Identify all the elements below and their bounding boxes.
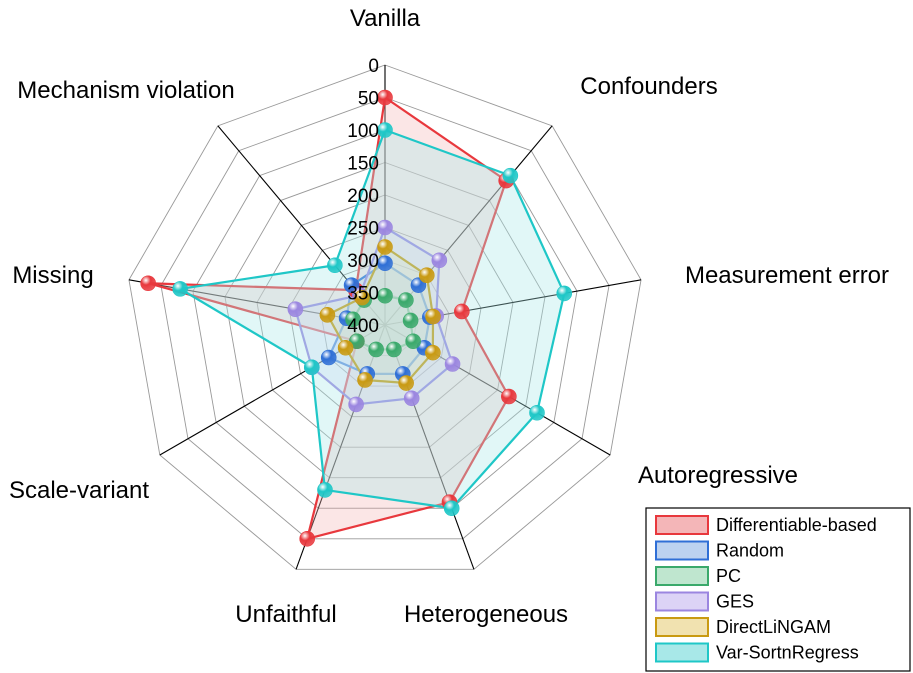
data-point-pc — [368, 341, 384, 358]
radial-tick-labels: 0 50 100 150 200 250 300 350 400 — [347, 56, 379, 337]
axis-spoke — [295, 324, 386, 570]
data-point-directlingam — [337, 339, 354, 356]
grid-ring — [256, 194, 514, 448]
data-point-ges — [403, 390, 420, 407]
tick-label: 50 — [358, 89, 379, 110]
data-point-var-sortnregress — [502, 167, 519, 184]
legend-swatch-pc — [655, 566, 709, 586]
legend-label-differentiable-based: Differentiable-based — [716, 515, 877, 535]
series-area-directlingam — [326, 245, 435, 385]
legend-label-pc: PC — [716, 566, 741, 586]
tick-label: 400 — [347, 316, 379, 337]
data-point-ges — [287, 301, 304, 317]
data-point-pc — [402, 312, 419, 329]
data-point-ges — [348, 396, 364, 413]
data-point-differentiable-based — [299, 530, 315, 547]
tick-label: 200 — [347, 186, 379, 207]
tick-label: 150 — [347, 154, 379, 175]
data-point-directlingam — [425, 308, 441, 325]
data-point-pc — [386, 341, 402, 358]
legend-label-random: Random — [716, 541, 784, 561]
data-point-ges — [377, 219, 393, 236]
axis-label-autoregressive: Autoregressive — [638, 462, 798, 489]
axis-spoke — [384, 125, 553, 326]
series-area-pc — [351, 294, 415, 351]
data-point-pc — [405, 333, 421, 350]
data-point-directlingam — [357, 372, 373, 388]
data-point-var-sortnregress — [529, 404, 545, 421]
data-point-directlingam — [319, 307, 336, 323]
axis-label-heterogeneous: Heterogeneous — [404, 601, 568, 628]
data-point-var-sortnregress — [172, 281, 188, 297]
axis-spoke — [384, 324, 475, 570]
data-point-directlingam — [354, 289, 370, 306]
data-point-directlingam — [418, 267, 435, 284]
legend-swatch-var-sortnregress — [655, 642, 709, 663]
axis-label-mechanism-violation: Mechanism violation — [17, 77, 234, 104]
axis-labels: Vanilla Confounders Measurement error Autor… — [9, 5, 889, 628]
legend: Differentiable-based Random PC GES DirectLiN… — [645, 507, 911, 672]
data-point-pc — [398, 292, 414, 308]
grid-ring — [128, 64, 642, 570]
data-point-var-sortnregress — [556, 285, 573, 302]
data-point-differentiable-based — [454, 303, 470, 320]
data-point-pc — [377, 287, 393, 304]
data-point-directlingam — [398, 375, 414, 391]
data-point-differentiable-based — [140, 275, 156, 292]
axis-label-unfaithful: Unfaithful — [235, 601, 336, 628]
data-point-directlingam — [425, 344, 441, 361]
data-point-ges — [444, 356, 461, 372]
data-point-pc — [345, 311, 361, 328]
tick-label: 350 — [347, 284, 379, 305]
data-point-var-sortnregress — [304, 359, 320, 376]
legend-swatch-differentiable-based — [655, 515, 709, 535]
data-point-var-sortnregress — [377, 122, 393, 138]
data-point-ges — [431, 252, 448, 269]
legend-label-ges: GES — [716, 592, 754, 612]
legend-swatch-random — [655, 540, 709, 561]
series-area-var-sortnregress — [179, 128, 566, 510]
data-point-random — [377, 255, 393, 272]
data-point-directlingam — [377, 239, 393, 255]
legend-swatch-ges — [655, 591, 709, 612]
grid-ring — [160, 97, 610, 540]
legend-swatch-directlingam — [655, 617, 709, 637]
tick-label: 300 — [347, 251, 379, 272]
axis-label-vanilla: Vanilla — [350, 5, 421, 32]
data-point-var-sortnregress — [443, 500, 460, 517]
grid-ring — [224, 162, 546, 479]
legend-label-directlingam: DirectLiNGAM — [716, 617, 831, 637]
grid-ring — [192, 129, 578, 509]
data-point-random — [320, 349, 337, 366]
data-point-differentiable-based — [501, 388, 517, 405]
data-point-differentiable-based — [377, 89, 393, 106]
axis-label-confounders: Confounders — [580, 73, 717, 100]
series-points — [140, 89, 573, 547]
tick-label: 250 — [347, 219, 379, 240]
axis-label-scale-variant: Scale-variant — [9, 477, 149, 504]
data-point-var-sortnregress — [327, 257, 343, 274]
tick-label: 100 — [347, 121, 379, 142]
grid-ring — [288, 227, 482, 418]
axis-label-measurement-error: Measurement error — [685, 262, 889, 289]
tick-label: 0 — [368, 56, 379, 77]
legend-label-var-sortnregress: Var-SortnRegress — [716, 643, 859, 663]
data-point-var-sortnregress — [317, 482, 333, 498]
axis-label-missing: Missing — [12, 262, 93, 289]
